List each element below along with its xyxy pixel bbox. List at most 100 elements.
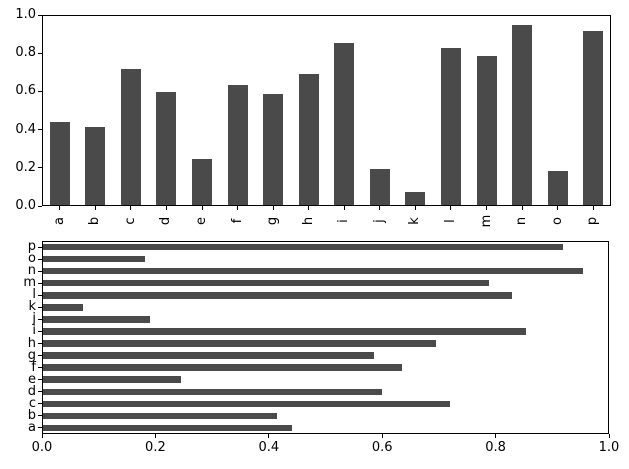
bar xyxy=(334,43,355,205)
x-axis-tick xyxy=(557,206,559,210)
x-axis-tick xyxy=(130,206,132,210)
y-tick-label: 1.0 xyxy=(15,7,36,22)
bar xyxy=(405,192,426,205)
y-axis-tick xyxy=(38,270,42,272)
x-tick-label: f xyxy=(229,218,245,224)
bar xyxy=(43,352,374,359)
x-axis-tick xyxy=(268,434,270,438)
y-axis-tick xyxy=(38,355,42,357)
x-axis-tick xyxy=(379,206,381,210)
bar xyxy=(476,56,497,205)
x-tick-label: o xyxy=(549,217,565,225)
x-tick-label: k xyxy=(407,217,423,225)
x-tick-label: i xyxy=(336,219,352,223)
bar xyxy=(263,94,284,205)
y-axis-tick xyxy=(38,427,42,429)
y-tick-label: 0.8 xyxy=(15,45,36,61)
y-tick-label: n xyxy=(27,263,36,279)
bar xyxy=(43,328,526,335)
x-tick-label: 0.2 xyxy=(145,440,166,455)
x-axis-tick xyxy=(608,434,610,438)
x-tick-label: m xyxy=(478,214,494,228)
bar xyxy=(43,340,436,347)
x-axis-tick xyxy=(165,206,167,210)
x-tick-label: g xyxy=(265,216,281,226)
y-axis-tick xyxy=(38,391,42,393)
bar xyxy=(49,122,70,205)
x-tick-label: 0.8 xyxy=(485,440,506,455)
bar xyxy=(583,31,604,205)
bar xyxy=(440,48,461,205)
bar xyxy=(43,412,277,420)
y-tick-label: 0.0 xyxy=(15,198,36,213)
bar xyxy=(43,400,450,408)
y-axis-tick xyxy=(38,90,42,92)
y-tick-label: 0.4 xyxy=(15,121,36,137)
x-axis-tick xyxy=(450,206,452,210)
y-tick-label: h xyxy=(27,335,36,351)
y-axis-tick xyxy=(38,379,42,381)
y-tick-label: b xyxy=(27,407,36,423)
bar xyxy=(43,376,181,383)
x-tick-label: n xyxy=(514,216,530,226)
y-axis-tick xyxy=(38,403,42,405)
bar xyxy=(120,69,141,205)
x-axis-tick xyxy=(414,206,416,210)
x-axis-tick xyxy=(486,206,488,210)
y-tick-label: l xyxy=(32,287,36,303)
y-tick-label: o xyxy=(28,251,36,267)
y-axis-tick xyxy=(38,415,42,417)
x-tick-label: p xyxy=(585,216,601,226)
y-axis-tick xyxy=(38,306,42,308)
bar xyxy=(43,304,83,311)
x-axis-tick xyxy=(237,206,239,210)
x-axis-tick xyxy=(272,206,274,210)
bar xyxy=(547,171,568,205)
y-tick-label: d xyxy=(27,383,36,399)
bar xyxy=(43,267,583,275)
bar xyxy=(43,279,489,287)
x-axis-tick xyxy=(201,206,203,210)
y-axis-tick xyxy=(38,343,42,345)
y-axis-tick xyxy=(38,246,42,248)
y-axis-tick xyxy=(38,129,42,131)
x-axis-tick xyxy=(592,206,594,210)
y-axis-tick xyxy=(38,14,42,16)
y-axis-tick xyxy=(38,52,42,54)
y-axis-tick xyxy=(38,167,42,169)
bar xyxy=(43,388,382,396)
x-axis-tick xyxy=(94,206,96,210)
x-axis-tick xyxy=(41,434,43,438)
bar xyxy=(156,92,177,205)
bar xyxy=(43,255,145,263)
bar xyxy=(192,159,213,205)
x-tick-label: h xyxy=(300,216,316,226)
x-tick-label: d xyxy=(158,216,174,226)
y-axis-tick xyxy=(38,205,42,207)
x-axis-tick xyxy=(495,434,497,438)
y-axis-tick xyxy=(38,258,42,260)
y-axis-tick xyxy=(38,282,42,284)
y-axis-tick xyxy=(38,330,42,332)
y-tick-label: k xyxy=(28,299,36,315)
x-tick-label: e xyxy=(194,217,210,225)
bar xyxy=(369,169,390,205)
bar xyxy=(43,292,512,299)
x-tick-label: j xyxy=(371,219,387,223)
x-tick-label: 0.6 xyxy=(371,440,393,455)
y-tick-label: g xyxy=(27,347,36,363)
y-tick-label: e xyxy=(28,371,36,387)
bar xyxy=(512,25,533,205)
x-axis-tick xyxy=(381,434,383,438)
x-tick-label: a xyxy=(51,217,67,225)
y-tick-label: j xyxy=(32,311,36,327)
bar xyxy=(227,85,248,205)
x-tick-label: 0.0 xyxy=(31,440,53,455)
y-tick-label: a xyxy=(28,419,36,435)
x-axis-tick xyxy=(343,206,345,210)
bar xyxy=(43,243,563,251)
x-axis-tick xyxy=(308,206,310,210)
bar xyxy=(43,364,402,371)
x-tick-label: c xyxy=(122,217,138,225)
